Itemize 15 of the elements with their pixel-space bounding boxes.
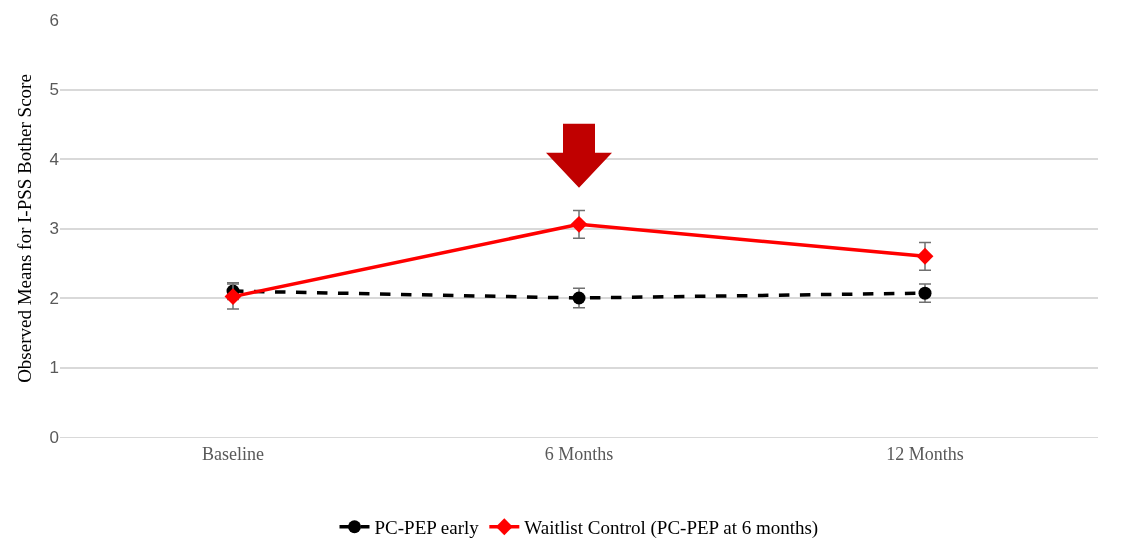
legend-label: PC-PEP early: [374, 517, 480, 539]
point: [570, 215, 588, 233]
x-tick-label: Baseline: [202, 443, 264, 464]
y-tick-label: 5: [49, 80, 59, 100]
x-tick-label: 6 Months: [544, 443, 614, 464]
x-tick-label: 12 Months: [886, 443, 964, 464]
point: [916, 247, 934, 265]
y-tick-label: 0: [49, 427, 59, 447]
legend-label: Waitlist Control (PC-PEP at 6 months): [524, 517, 819, 540]
y-tick-label: 1: [49, 358, 59, 378]
y-tick-label: 3: [49, 219, 59, 239]
y-axis-title: Observed Means for I-PSS Bother Score: [14, 74, 36, 383]
y-tick-label: 2: [49, 288, 59, 308]
y-tick-label: 6: [49, 10, 59, 30]
y-tick-label: 4: [49, 149, 59, 169]
